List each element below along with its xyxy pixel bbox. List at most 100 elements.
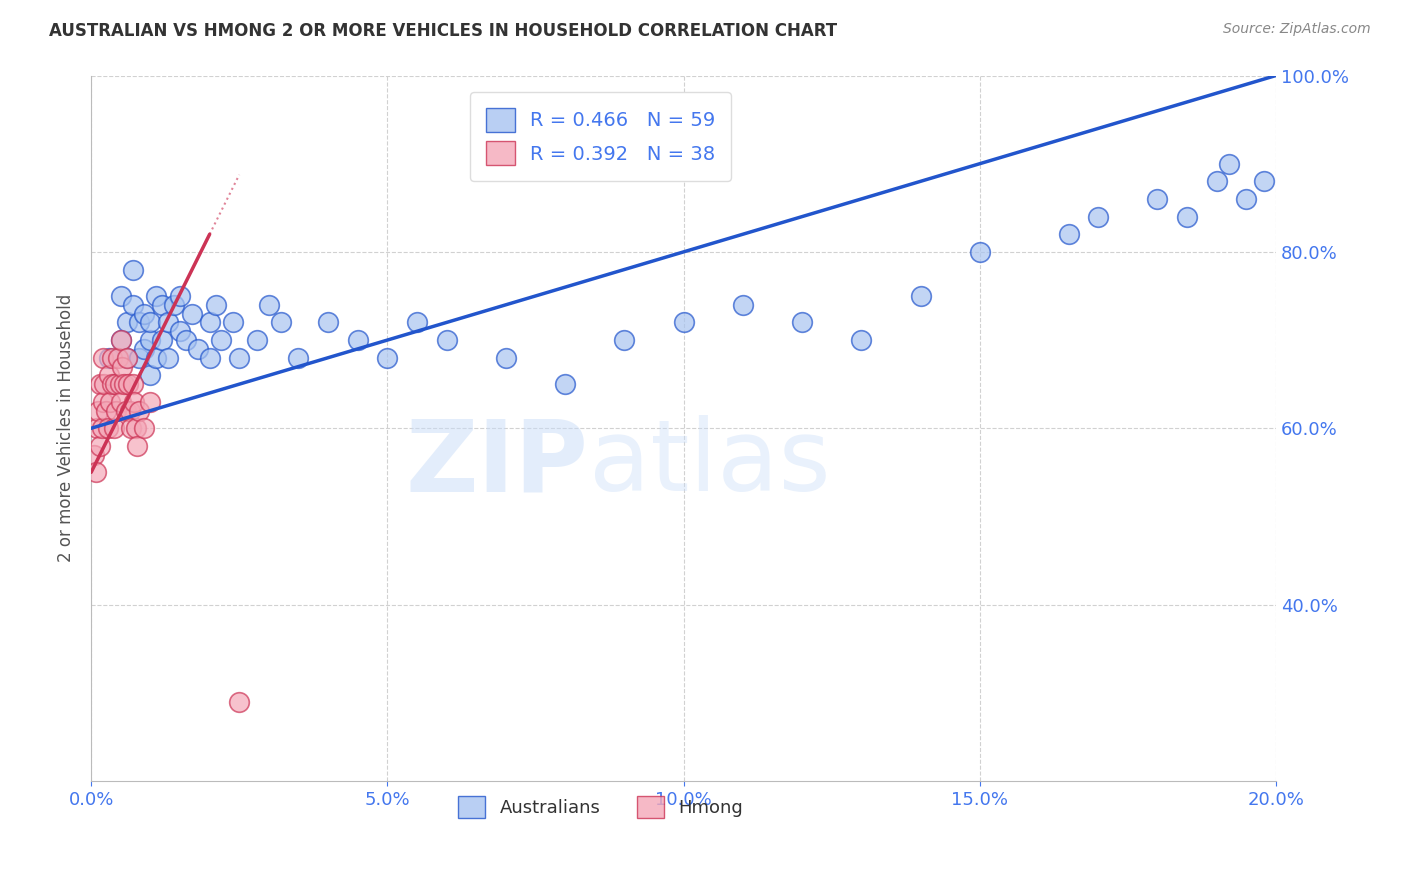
Point [121, 298, 143, 312]
Point [127, 439, 149, 453]
Point [128, 351, 150, 365]
Point [101, 377, 124, 392]
Point [103, 421, 125, 435]
Point [121, 262, 143, 277]
Point [110, 333, 132, 347]
Point [198, 351, 221, 365]
Text: atlas: atlas [589, 415, 831, 512]
Point [270, 315, 292, 329]
Point [139, 368, 162, 383]
Point [613, 333, 636, 347]
Point [139, 394, 162, 409]
Point [89, 377, 111, 392]
Point [1087, 210, 1109, 224]
Point [111, 359, 134, 374]
Point [121, 377, 143, 392]
Point [108, 377, 131, 392]
Point [89, 439, 111, 453]
Point [150, 298, 173, 312]
Point [157, 351, 180, 365]
Point [1057, 227, 1080, 242]
Legend: Australians, Hmong: Australians, Hmong [451, 789, 751, 825]
Point [1253, 174, 1275, 188]
Point [128, 403, 150, 417]
Point [180, 307, 202, 321]
Point [139, 315, 162, 329]
Point [98, 394, 121, 409]
Point [90, 421, 112, 435]
Point [134, 342, 156, 356]
Point [105, 403, 128, 417]
Point [910, 289, 932, 303]
Point [115, 315, 138, 329]
Point [495, 351, 517, 365]
Text: AUSTRALIAN VS HMONG 2 OR MORE VEHICLES IN HOUSEHOLD CORRELATION CHART: AUSTRALIAN VS HMONG 2 OR MORE VEHICLES I… [49, 22, 838, 40]
Point [198, 315, 221, 329]
Point [969, 244, 991, 259]
Point [97, 351, 120, 365]
Point [1146, 192, 1168, 206]
Point [83, 448, 105, 462]
Point [316, 315, 339, 329]
Point [790, 315, 813, 329]
Point [731, 298, 754, 312]
Point [91, 351, 114, 365]
Point [87, 403, 110, 417]
Point [672, 315, 695, 329]
Point [163, 298, 186, 312]
Point [112, 377, 135, 392]
Point [157, 315, 180, 329]
Point [107, 351, 129, 365]
Point [228, 695, 250, 709]
Point [377, 351, 399, 365]
Point [124, 421, 146, 435]
Point [187, 342, 209, 356]
Point [145, 351, 167, 365]
Point [246, 333, 269, 347]
Point [851, 333, 873, 347]
Point [120, 421, 142, 435]
Point [257, 298, 280, 312]
Point [115, 351, 138, 365]
Point [104, 377, 127, 392]
Point [1218, 157, 1240, 171]
Point [1234, 192, 1257, 206]
Text: Source: ZipAtlas.com: Source: ZipAtlas.com [1223, 22, 1371, 37]
Y-axis label: 2 or more Vehicles in Household: 2 or more Vehicles in Household [58, 294, 75, 562]
Text: ZIP: ZIP [406, 415, 589, 512]
Point [97, 421, 120, 435]
Point [104, 377, 127, 392]
Point [436, 333, 458, 347]
Point [287, 351, 309, 365]
Point [554, 377, 576, 392]
Point [169, 324, 191, 338]
Point [169, 289, 191, 303]
Point [1205, 174, 1227, 188]
Point [1175, 210, 1198, 224]
Point [346, 333, 368, 347]
Point [211, 333, 233, 347]
Point [115, 351, 138, 365]
Point [222, 315, 245, 329]
Point [84, 466, 107, 480]
Point [118, 403, 141, 417]
Point [145, 289, 167, 303]
Point [110, 394, 132, 409]
Point [122, 394, 145, 409]
Point [110, 289, 132, 303]
Point [174, 333, 197, 347]
Point [86, 421, 108, 435]
Point [91, 394, 114, 409]
Point [94, 403, 117, 417]
Point [139, 333, 162, 347]
Point [117, 377, 139, 392]
Point [93, 377, 115, 392]
Point [97, 368, 120, 383]
Point [114, 403, 136, 417]
Point [101, 351, 124, 365]
Point [406, 315, 429, 329]
Point [228, 351, 250, 365]
Point [134, 421, 156, 435]
Point [134, 307, 156, 321]
Point [110, 333, 132, 347]
